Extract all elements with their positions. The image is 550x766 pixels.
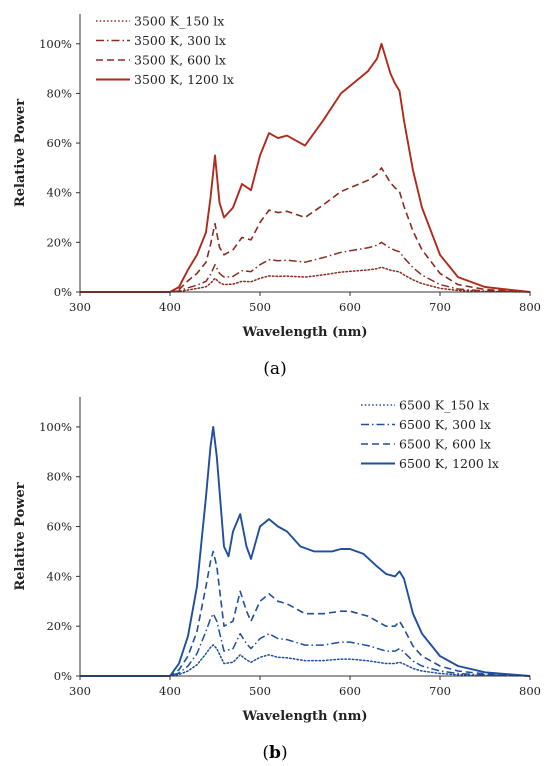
panel-label-a: (a) — [263, 359, 286, 379]
x-axis-title-b: Wavelength (nm) — [242, 709, 368, 724]
x-tick-label: 300 — [69, 300, 91, 314]
legend-label: 3500 K, 1200 lx — [134, 72, 234, 87]
series-line — [79, 644, 531, 677]
panel-label-close-paren: ) — [281, 743, 288, 763]
x-tick-label: 500 — [249, 300, 271, 314]
legend-b: 6500 K_150 lx 6500 K, 300 lx 6500 K, 600 l… — [361, 398, 499, 471]
x-tick-label: 400 — [159, 684, 181, 698]
x-tick-label: 600 — [339, 300, 361, 314]
panel-label-close-paren: ) — [280, 359, 287, 379]
series-line — [80, 550, 531, 677]
y-tick-label: 20% — [46, 235, 72, 249]
legend-a: 3500 K_150 lx 3500 K, 300 lx 3500 K, 600 l… — [96, 14, 234, 87]
x-tick-label: 600 — [339, 684, 361, 698]
legend-label: 3500 K, 600 lx — [134, 53, 226, 68]
y-tick-labels-a: 0% 20% 40% 60% 80% 100% — [39, 37, 80, 299]
series-line — [80, 425, 531, 677]
chart-panel-b: 300 400 500 600 700 800 0% 20% 40% 60% 80% 100% 65… — [13, 397, 541, 763]
chart-panel-a: 300 400 500 600 700 800 0% 20% 40% 60% 80% 100% 35… — [13, 14, 541, 380]
y-tick-label: 20% — [46, 619, 72, 633]
y-tick-label: 100% — [39, 420, 72, 434]
y-axis-title-b: Relative Power — [13, 482, 28, 590]
y-tick-label: 40% — [46, 569, 72, 583]
panel-label-open-paren: ( — [263, 359, 270, 379]
panel-label-letter-a: a — [270, 359, 280, 379]
y-tick-label: 0% — [54, 285, 72, 299]
legend-label: 3500 K, 300 lx — [134, 33, 226, 48]
plot-area-a: 300 400 500 600 700 800 0% 20% 40% 60% 80% 100% 35… — [39, 14, 541, 315]
y-tick-label: 60% — [46, 520, 72, 534]
x-tick-label: 700 — [429, 300, 451, 314]
legend-label: 6500 K, 600 lx — [399, 437, 491, 452]
y-axis-title-a: Relative Power — [13, 99, 28, 207]
y-tick-label: 100% — [39, 37, 72, 51]
x-tick-label: 400 — [159, 300, 181, 314]
legend-label: 6500 K_150 lx — [399, 398, 489, 413]
series-lines-b — [79, 425, 531, 677]
legend-label: 6500 K, 300 lx — [399, 417, 491, 432]
plot-area-b: 300 400 500 600 700 800 0% 20% 40% 60% 80% 100% 65… — [39, 397, 541, 698]
x-tick-label: 500 — [249, 684, 271, 698]
x-tick-label: 800 — [519, 684, 541, 698]
x-tick-label: 300 — [69, 684, 91, 698]
y-tick-label: 80% — [46, 470, 72, 484]
x-axis-title-a: Wavelength (nm) — [242, 325, 368, 340]
panel-label-open-paren: ( — [262, 743, 269, 763]
x-tick-label: 800 — [519, 300, 541, 314]
y-tick-label: 80% — [46, 86, 72, 100]
x-tick-label: 700 — [429, 684, 451, 698]
y-tick-label: 0% — [54, 669, 72, 683]
legend-label: 3500 K_150 lx — [134, 14, 224, 29]
legend-label: 6500 K, 1200 lx — [399, 456, 499, 471]
x-tick-labels-b: 300 400 500 600 700 800 — [69, 676, 541, 698]
series-line — [80, 167, 531, 293]
series-lines-a — [79, 42, 531, 293]
panel-label-b: (b) — [262, 743, 287, 763]
series-line — [80, 612, 531, 677]
series-line — [80, 42, 531, 293]
x-tick-labels-a: 300 400 500 600 700 800 — [69, 292, 541, 314]
y-tick-labels-b: 0% 20% 40% 60% 80% 100% — [39, 420, 80, 683]
series-line — [80, 241, 531, 293]
series-line — [79, 266, 531, 293]
panel-label-letter-b: b — [269, 743, 281, 763]
y-tick-label: 60% — [46, 136, 72, 150]
y-tick-label: 40% — [46, 186, 72, 200]
